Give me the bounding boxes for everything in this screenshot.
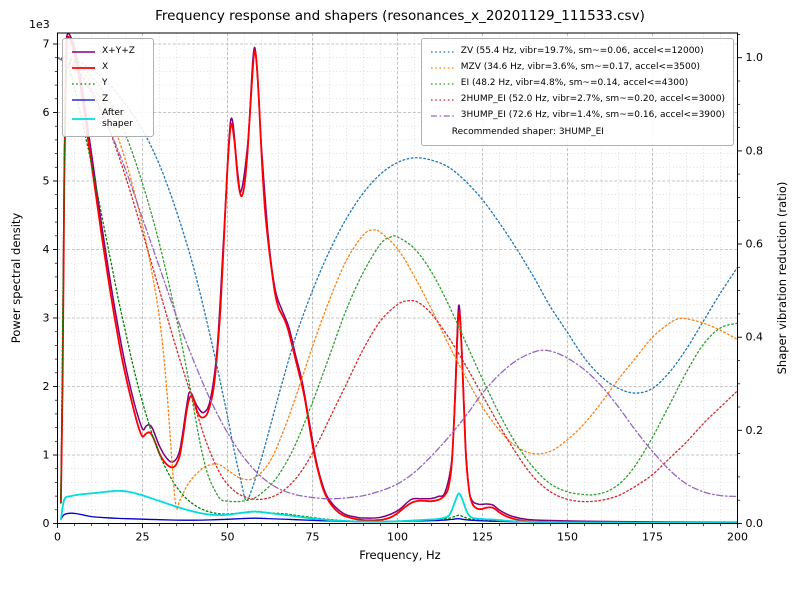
y-right-tick-label: 0.8: [746, 144, 764, 157]
legend-item-3hump-ei: 3HUMP_EI (72.6 Hz, vibr=1.4%, sm~=0.16, …: [430, 108, 725, 124]
x-axis-label: Frequency, Hz: [359, 548, 441, 562]
legend-line-sample: [430, 67, 454, 69]
x-tick-label: 0: [54, 531, 61, 544]
x-tick-label: 175: [642, 531, 663, 544]
legend-line-sample: [72, 118, 95, 121]
legend-label: 3HUMP_EI (72.6 Hz, vibr=1.4%, sm~=0.16, …: [460, 110, 725, 121]
y-right-tick-label: 0.6: [746, 238, 764, 251]
y-left-tick-label: 1: [43, 449, 50, 462]
legend-label: MZV (34.6 Hz, vibr=3.6%, sm~=0.17, accel…: [460, 62, 700, 73]
series-3HUMP_EI: [57, 57, 738, 500]
legend-label: EI (48.2 Hz, vibr=4.8%, sm~=0.14, accel<…: [460, 78, 689, 89]
y-right-tick-label: 0.0: [746, 517, 764, 530]
legend-line-sample: [72, 51, 95, 53]
legend-line-sample: [430, 115, 454, 117]
legend-item-2hump-ei: 2HUMP_EI (52.0 Hz, vibr=2.7%, sm~=0.20, …: [430, 92, 725, 108]
legend-line-sample: [430, 51, 454, 53]
x-tick-label: 125: [472, 531, 493, 544]
legend-label: Z: [102, 94, 109, 105]
ticks-layer: 0 25 50 75 100 125 150 175 200 0 1 2 3 4 5 6 7 0.0 0.2 0.4 0…: [43, 34, 764, 544]
legend-shaper: ZV (55.4 Hz, vibr=19.7%, sm~=0.06, accel…: [420, 38, 734, 146]
legend-line-sample: [72, 83, 95, 85]
x-tick-label: 25: [136, 531, 150, 544]
x-tick-label: 75: [306, 531, 320, 544]
legend-line-sample: [72, 99, 95, 101]
legend-item-z: Z: [71, 92, 145, 108]
legend-item-zv: ZV (55.4 Hz, vibr=19.7%, sm~=0.06, accel…: [430, 44, 725, 60]
legend-label: After shaper: [102, 108, 133, 130]
chart-title: Frequency response and shapers (resonanc…: [155, 8, 645, 24]
y-axis-offset-text: 1e3: [29, 18, 50, 31]
series-2HUMP_EI: [57, 57, 738, 503]
y-left-tick-label: 5: [43, 175, 50, 188]
legend-label: Y: [102, 78, 108, 89]
legend-label: X: [102, 62, 109, 73]
legend-line-sample: [72, 67, 95, 69]
legend-label: ZV (55.4 Hz, vibr=19.7%, sm~=0.06, accel…: [460, 46, 704, 57]
series-EI: [57, 57, 738, 503]
legend-recommended-shaper: Recommended shaper: 3HUMP_EI: [451, 127, 604, 137]
legend-line-sample: [430, 83, 454, 85]
y-left-tick-label: 3: [43, 312, 50, 325]
legend-item-x: X: [71, 60, 145, 76]
y-left-tick-label: 0: [43, 517, 50, 530]
legend-item-mzv: MZV (34.6 Hz, vibr=3.6%, sm~=0.17, accel…: [430, 60, 725, 76]
legend-line-sample: [430, 99, 454, 101]
y-right-tick-label: 0.2: [746, 424, 764, 437]
legend-item-y: Y: [71, 76, 145, 92]
legend-label: 2HUMP_EI (52.0 Hz, vibr=2.7%, sm~=0.20, …: [460, 94, 725, 105]
series-z: [60, 512, 738, 524]
series-layer: [57, 33, 738, 524]
series-x: [60, 35, 738, 524]
y-left-tick-label: 4: [43, 243, 50, 256]
y-left-tick-label: 2: [43, 380, 50, 393]
x-tick-label: 50: [221, 531, 235, 544]
legend-item-ei: EI (48.2 Hz, vibr=4.8%, sm~=0.14, accel<…: [430, 76, 725, 92]
y-axis-label-right: Shaper vibration reduction (ratio): [775, 181, 789, 375]
y-left-tick-label: 6: [43, 106, 50, 119]
y-axis-label-left: Power spectral density: [9, 212, 23, 344]
x-tick-label: 200: [727, 531, 748, 544]
x-tick-label: 100: [387, 531, 408, 544]
x-tick-label: 150: [557, 531, 578, 544]
y-left-tick-label: 7: [43, 38, 50, 51]
legend-item-sum: X+Y+Z: [71, 44, 145, 60]
legend-item-after-shaper: After shaper: [71, 108, 145, 131]
y-right-tick-label: 0.4: [746, 331, 764, 344]
legend-label: X+Y+Z: [102, 46, 135, 57]
series-after-shaper: [60, 489, 738, 524]
legend-psd: X+Y+Z X Y Z After shaper: [62, 38, 154, 137]
y-right-tick-label: 1.0: [746, 51, 764, 64]
